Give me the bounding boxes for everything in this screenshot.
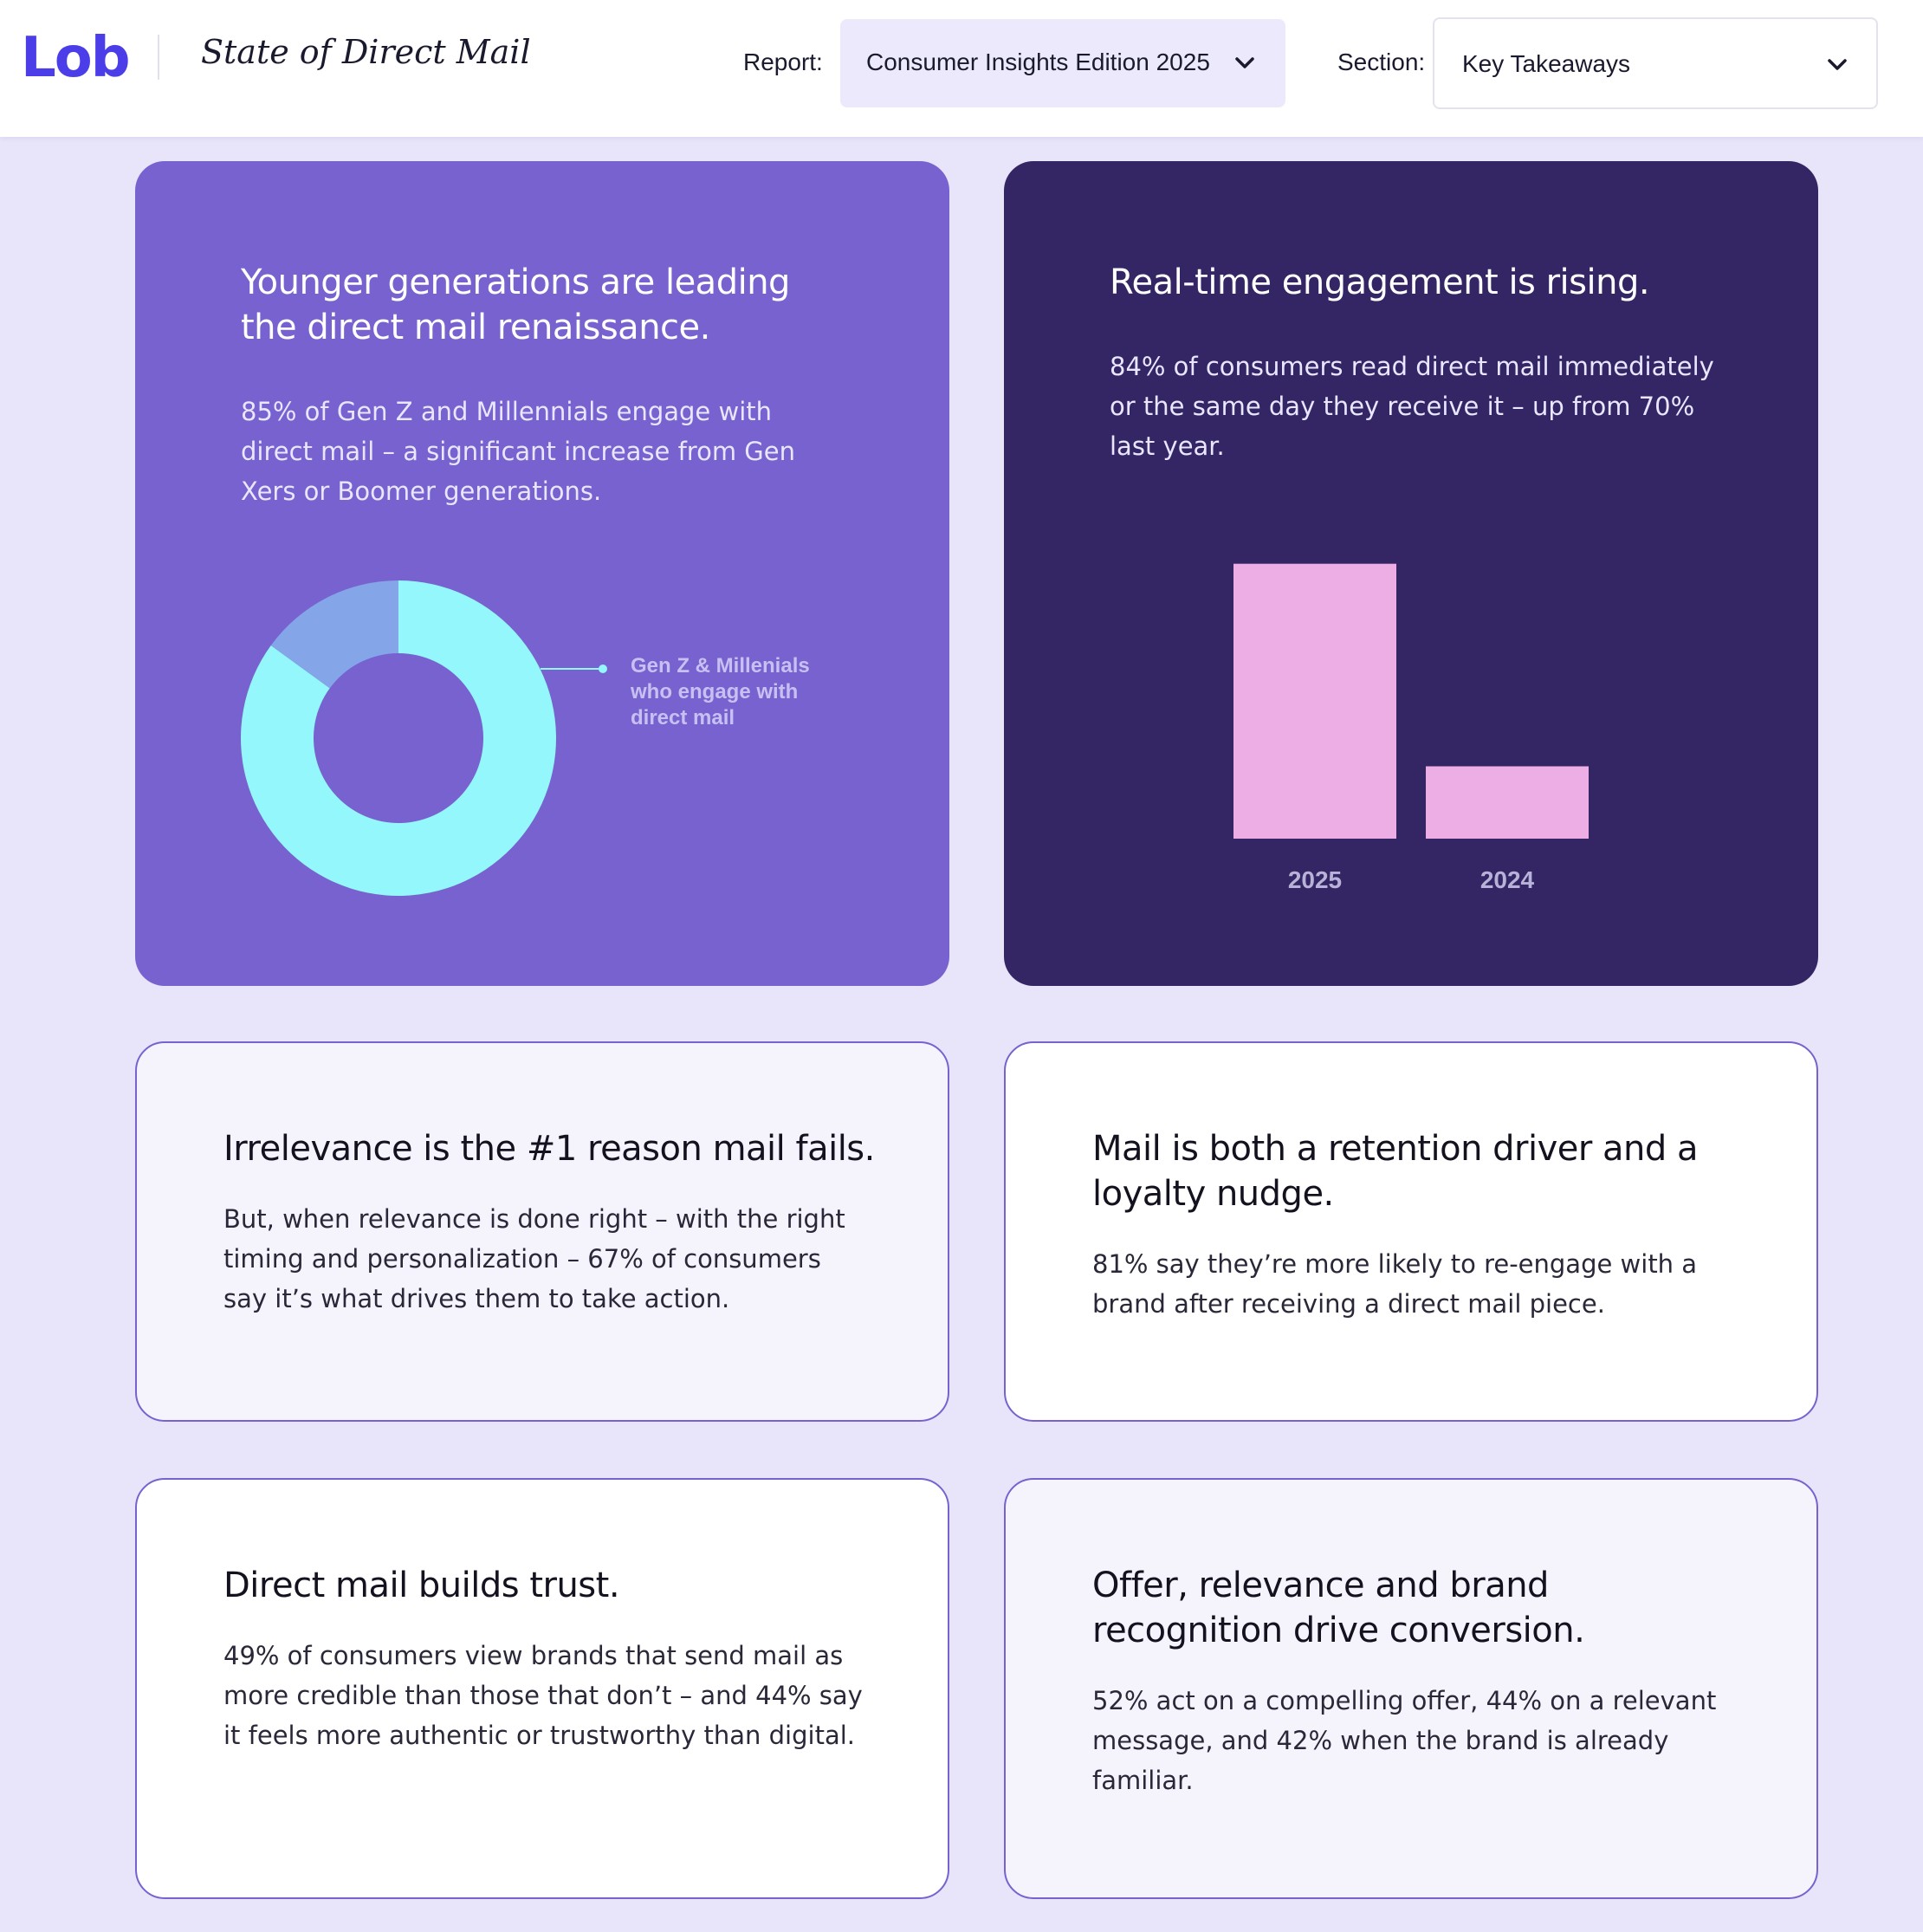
lob-logo[interactable]: Lob (21, 26, 131, 90)
card-body-line: brand after receiving a direct mail piec… (1092, 1289, 1605, 1319)
donut-label-line: Gen Z & Millenials (631, 654, 810, 677)
card-body-line: direct mail – a significant increase fro… (241, 437, 795, 466)
card-body-line: it feels more authentic or trustworthy t… (223, 1721, 855, 1750)
card-title: Real-time engagement is rising. (1110, 263, 1650, 302)
card-title-line: Mail is both a retention driver and a (1092, 1129, 1699, 1169)
card-body-line: Xers or Boomer generations. (241, 477, 602, 506)
header-divider (158, 35, 159, 80)
section-select-value: Key Takeaways (1462, 50, 1631, 77)
card-body: But, when relevance is done right – with… (223, 1199, 845, 1319)
card-body-line: 84% of consumers read direct mail immedi… (1110, 352, 1714, 381)
card-body-line: familiar. (1092, 1766, 1194, 1795)
card-body: 84% of consumers read direct mail immedi… (1110, 347, 1714, 466)
card-body-line: 85% of Gen Z and Millennials engage with (241, 397, 773, 426)
donut-leader-dot (599, 665, 607, 673)
donut-label-line: who engage with (631, 680, 799, 703)
card-body-line: 49% of consumers view brands that send m… (223, 1641, 844, 1670)
card-body: 52% act on a compelling offer, 44% on a … (1092, 1681, 1716, 1800)
conversion-card: Offer, relevance and brand recognition d… (1004, 1478, 1818, 1899)
engagement-card: Real-time engagement is rising. 84% of c… (1004, 161, 1818, 986)
card-body-line: 52% act on a compelling offer, 44% on a … (1092, 1686, 1717, 1715)
retention-card: Mail is both a retention driver and a lo… (1004, 1041, 1818, 1422)
card-body-line: or the same day they receive it – up fro… (1110, 392, 1695, 421)
report-select-value: Consumer Insights Edition 2025 (866, 49, 1210, 75)
bar-2024 (1426, 766, 1589, 839)
top-header: Lob State of Direct Mail Report: Consume… (0, 0, 1923, 137)
card-body: 81% say they’re more likely to re-engage… (1092, 1244, 1697, 1324)
card-title: Offer, relevance and brand recognition d… (1092, 1563, 1585, 1653)
donut-legend-label: Gen Z & Millenials who engage with direc… (631, 653, 856, 731)
card-title: Direct mail builds trust. (223, 1566, 620, 1605)
bar-tick-label: 2025 (1287, 866, 1343, 893)
bar-chart (1233, 563, 1589, 839)
donut-label-line: direct mail (631, 706, 735, 729)
card-title-line: Offer, relevance and brand (1092, 1566, 1549, 1605)
section-label: Section: (1337, 49, 1426, 75)
card-body-line: timing and personalization – 67% of cons… (223, 1244, 821, 1274)
card-body-line: But, when relevance is done right – with… (223, 1204, 845, 1234)
irrelevance-card: Irrelevance is the #1 reason mail fails.… (135, 1041, 949, 1422)
card-title-line: Younger generations are leading (241, 263, 790, 302)
card-title: Mail is both a retention driver and a lo… (1092, 1126, 1699, 1216)
card-body-line: say it’s what drives them to take action… (223, 1284, 730, 1313)
card-title: Younger generations are leading the dire… (241, 260, 790, 350)
bar-2025 (1233, 563, 1396, 839)
card-body-line: 81% say they’re more likely to re-engage… (1092, 1249, 1698, 1279)
bar-tick-label: 2024 (1479, 866, 1535, 893)
product-title: State of Direct Mail (201, 33, 531, 71)
card-title: Irrelevance is the #1 reason mail fails. (223, 1129, 875, 1169)
card-body: 85% of Gen Z and Millennials engage with… (241, 392, 795, 511)
donut-chart (241, 580, 607, 896)
chevron-down-icon (1828, 59, 1847, 70)
chevron-down-icon (1235, 57, 1254, 68)
card-title-line: recognition drive conversion. (1092, 1611, 1585, 1650)
card-body-line: last year. (1110, 431, 1225, 461)
report-label: Report: (743, 49, 823, 75)
card-body-line: message, and 42% when the brand is alrea… (1092, 1726, 1669, 1755)
card-body: 49% of consumers view brands that send m… (223, 1636, 863, 1755)
section-select[interactable]: Key Takeaways (1433, 17, 1878, 109)
donut-slice (241, 580, 557, 896)
trust-card: Direct mail builds trust. 49% of consume… (135, 1478, 949, 1899)
generations-card: Younger generations are leading the dire… (135, 161, 949, 986)
donut-slice (270, 580, 398, 689)
report-select[interactable]: Consumer Insights Edition 2025 (840, 19, 1285, 107)
card-title-line: loyalty nudge. (1092, 1174, 1334, 1214)
card-title-line: the direct mail renaissance. (241, 308, 710, 347)
card-body-line: more credible than those that don’t – an… (223, 1681, 863, 1710)
